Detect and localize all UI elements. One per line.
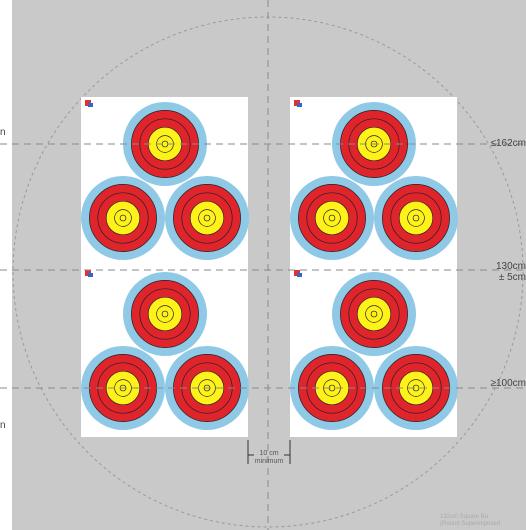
target-ring-6 — [370, 310, 378, 318]
logo-icon-upper-left — [85, 100, 93, 107]
target-lower-left-1 — [123, 272, 207, 356]
target-lower-right-3 — [374, 346, 458, 430]
label-left-mark-top: n — [0, 127, 6, 138]
logo-icon-lower-right — [294, 270, 302, 277]
target-ring-6 — [412, 214, 420, 222]
logo-icon-upper-right — [294, 100, 302, 107]
target-ring-6 — [119, 214, 127, 222]
label-top-height: ≤162cm — [490, 138, 526, 149]
caption-line2: (Round Superimposed — [440, 521, 501, 527]
caption-line1: 132cm Square Bu — [440, 514, 489, 520]
target-ring-5 — [198, 209, 216, 227]
target-ring-5 — [323, 209, 341, 227]
label-mid-height-line2: ± 5cm — [498, 272, 526, 283]
target-lower-right-2 — [290, 346, 374, 430]
label-bottom-height: ≥100cm — [490, 378, 526, 389]
target-upper-right-3 — [374, 176, 458, 260]
label-mid-height-line1: 130cm — [495, 261, 526, 272]
gap-dimension-marker — [247, 440, 291, 464]
caption: 132cm Square Bu (Round Superimposed — [440, 514, 500, 528]
label-gap-line2: minimum — [254, 458, 284, 465]
target-lower-right-1 — [332, 272, 416, 356]
target-ring-5 — [156, 305, 174, 323]
label-gap-width: 10 cm minimum — [250, 450, 288, 466]
target-ring-5 — [365, 305, 383, 323]
label-left-mark-bottom: n — [0, 420, 6, 431]
target-ring-6 — [328, 214, 336, 222]
target-ring-5 — [407, 209, 425, 227]
target-upper-left-3 — [165, 176, 249, 260]
target-upper-right-2 — [290, 176, 374, 260]
logo-icon-lower-left — [85, 270, 93, 277]
label-mid-height: 130cm ± 5cm — [496, 261, 526, 283]
target-ring-5 — [114, 209, 132, 227]
target-ring-6 — [161, 310, 169, 318]
target-upper-left-1 — [123, 102, 207, 186]
label-gap-line1: 10 cm — [259, 450, 279, 457]
target-ring-6 — [203, 214, 211, 222]
target-upper-left-2 — [81, 176, 165, 260]
